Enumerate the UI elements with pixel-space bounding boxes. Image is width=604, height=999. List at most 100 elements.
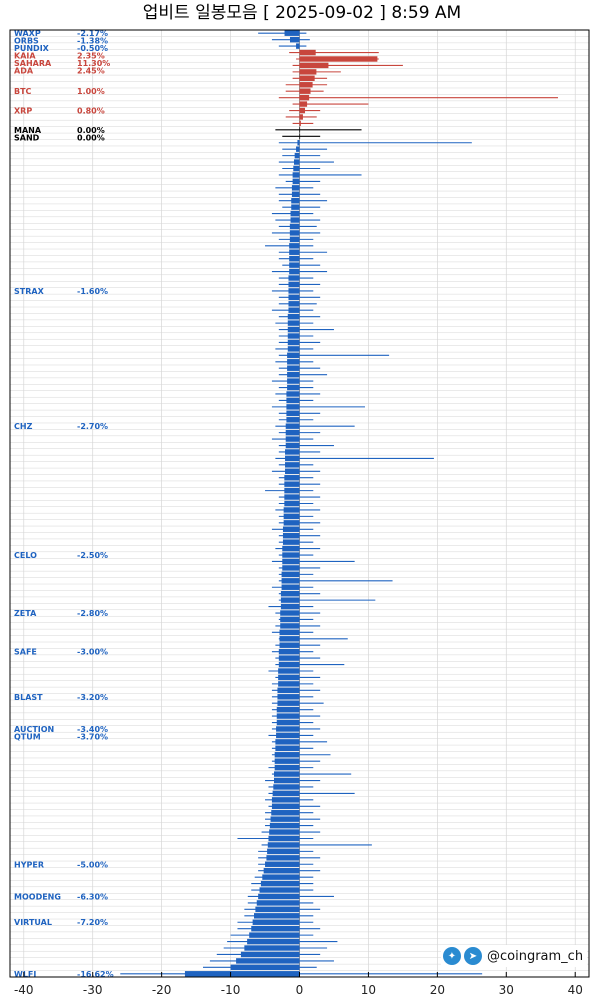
change-bar xyxy=(287,378,300,384)
change-bar xyxy=(291,185,300,191)
row-label: SAFE xyxy=(14,648,37,657)
change-bar xyxy=(294,152,300,159)
row-change-label: -2.80% xyxy=(77,609,108,618)
change-bar xyxy=(291,198,300,204)
row-change-label: -2.50% xyxy=(77,551,108,560)
change-bar xyxy=(288,275,300,281)
change-bar xyxy=(296,146,300,152)
x-axis: -40 -30 -20 -10 0 10 20 30 40 xyxy=(14,972,583,997)
row-label: ADA xyxy=(14,67,34,76)
row-change-label: 0.80% xyxy=(77,107,105,116)
row-label: WLFI xyxy=(14,970,36,979)
change-bar xyxy=(288,281,300,288)
row-change-label: -2.17% xyxy=(77,29,108,38)
change-bar xyxy=(277,687,300,694)
change-bar xyxy=(284,494,300,500)
row-change-label: -7.20% xyxy=(77,918,108,927)
change-bar xyxy=(265,861,300,867)
row-change-label: -0.50% xyxy=(77,44,108,53)
change-bar xyxy=(271,797,300,803)
change-bar xyxy=(281,584,300,590)
change-bar xyxy=(289,262,300,268)
row-change-label: -3.20% xyxy=(77,693,108,702)
change-bar xyxy=(282,545,300,552)
row-change-label: -3.00% xyxy=(77,648,108,657)
row-change-label: -3.70% xyxy=(77,732,108,741)
change-bar xyxy=(297,140,300,146)
row-change-label: 0.00% xyxy=(77,126,105,135)
row-label: ZETA xyxy=(14,609,37,618)
change-bar xyxy=(289,223,300,230)
x-tick-label: -40 xyxy=(14,983,34,997)
change-bar xyxy=(280,616,300,623)
change-bar xyxy=(279,636,300,642)
chart-title: 업비트 일봉모음 [ 2025-09-02 ] 8:59 AM xyxy=(142,3,462,23)
row-change-label: -2.70% xyxy=(77,422,108,431)
change-bar xyxy=(291,191,300,197)
change-bar xyxy=(280,597,300,603)
change-bar xyxy=(287,313,300,320)
row-label: SAND xyxy=(14,133,40,142)
change-bar xyxy=(280,610,300,616)
x-tick-label: 30 xyxy=(499,983,514,997)
row-label: MOODENG xyxy=(14,892,61,901)
change-bar xyxy=(289,249,300,255)
change-bar xyxy=(288,307,300,313)
change-bar xyxy=(247,938,300,945)
change-bar xyxy=(289,236,300,243)
change-bar xyxy=(287,365,300,371)
change-bar xyxy=(287,371,300,378)
change-bar xyxy=(286,410,300,417)
change-bar xyxy=(287,320,300,326)
row-change-label: 2.45% xyxy=(77,67,105,76)
change-bar xyxy=(254,913,300,919)
change-bar xyxy=(278,668,300,674)
change-bar xyxy=(287,352,300,359)
change-bar xyxy=(299,107,306,114)
change-bar xyxy=(274,764,300,771)
row-label: PUNDIX xyxy=(14,44,50,53)
change-bar xyxy=(244,945,300,951)
twitter-icon[interactable]: ✦ xyxy=(443,947,461,965)
change-bar xyxy=(284,487,300,494)
change-bar xyxy=(267,848,300,855)
change-bar xyxy=(274,758,300,764)
change-bar xyxy=(251,925,300,932)
row-label: KAIA xyxy=(14,52,36,61)
change-bar xyxy=(184,971,300,977)
change-bar xyxy=(275,745,300,752)
change-bar xyxy=(263,867,300,874)
change-bar xyxy=(285,423,300,429)
change-bar xyxy=(278,681,300,687)
row-change-label: -1.38% xyxy=(77,37,108,46)
change-bar xyxy=(287,359,300,365)
change-bar xyxy=(299,114,303,120)
row-change-label: -3.40% xyxy=(77,725,108,734)
change-bar xyxy=(278,648,300,655)
telegram-icon[interactable]: ➤ xyxy=(464,947,482,965)
change-bar xyxy=(280,603,300,610)
change-bar xyxy=(289,255,300,262)
change-bar xyxy=(278,674,300,681)
change-bar xyxy=(286,391,300,397)
change-bar xyxy=(288,288,300,294)
change-bar xyxy=(283,520,300,526)
change-bar xyxy=(269,822,300,829)
change-bar xyxy=(269,829,300,835)
x-tick-label: -30 xyxy=(83,983,103,997)
change-bar xyxy=(299,94,310,101)
x-tick-label: -20 xyxy=(152,983,172,997)
change-bar xyxy=(290,217,300,223)
brand-badge[interactable]: ✦ ➤ @coingram_ch xyxy=(441,945,588,967)
change-bar xyxy=(272,790,300,797)
change-bar xyxy=(262,874,300,880)
change-bar xyxy=(283,507,300,513)
row-label: QTUM xyxy=(14,732,41,741)
change-bar xyxy=(282,526,300,532)
x-tick-label: 40 xyxy=(568,983,583,997)
change-bar xyxy=(282,565,300,571)
change-bar xyxy=(258,893,300,900)
row-label: WAXP xyxy=(14,29,41,38)
change-bar xyxy=(291,204,300,210)
change-bar xyxy=(273,777,300,784)
